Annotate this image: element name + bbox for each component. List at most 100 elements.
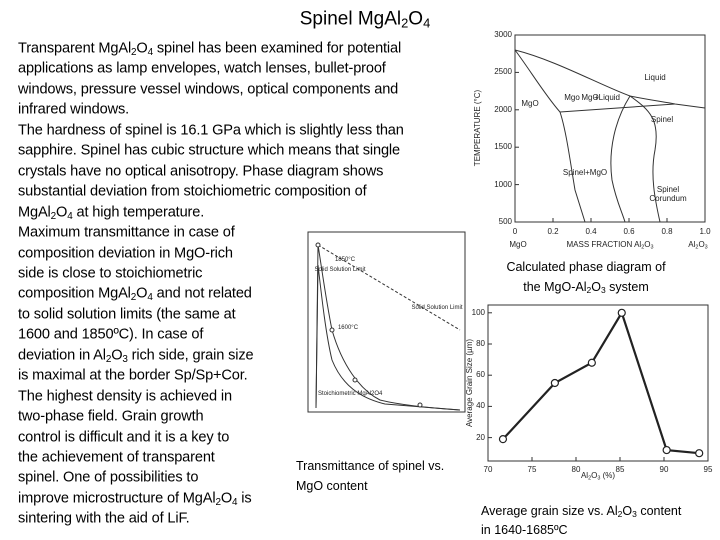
x-tick-label: 70 (483, 465, 493, 474)
y-tick-label: 500 (498, 217, 512, 226)
text-run: The highest density is achieved in (18, 388, 232, 405)
text-run: windows, pressure vessel windows, optica… (18, 81, 399, 98)
x-tick-label: 1.0 (699, 227, 711, 236)
region-label: Liquid (644, 73, 666, 82)
subscript: 2 (105, 353, 112, 365)
text-run: composition deviation in MgO-rich (18, 245, 233, 262)
x-tick-label: 75 (527, 465, 537, 474)
text-run: two-phase field. Grain growth (18, 408, 204, 425)
text-run: Calculated phase diagram of (506, 259, 666, 274)
text-run: The hardness of spinel is 16.1 GPa which… (18, 122, 404, 139)
subscript: 4 (67, 210, 73, 222)
point (352, 377, 358, 383)
text-run: the achievement of transparent (18, 449, 215, 466)
grain-frame (487, 304, 709, 462)
body-line: Maximum transmittance in case of (18, 224, 235, 241)
plot-label: Solid Solution Limit (314, 267, 366, 273)
region-label: Spinel (656, 185, 680, 194)
text-run: spinel. One of possibilities to (18, 470, 199, 487)
text-run: MgAl (18, 204, 51, 221)
subscript: 2 (131, 47, 137, 59)
x-tick-label: 85 (615, 465, 625, 474)
region-label: MgO (521, 99, 539, 108)
body-line: two-phase field. Grain growth (18, 408, 204, 425)
text-run: rich side, grain size (127, 347, 254, 364)
text-run: and not related (152, 286, 252, 303)
subscript: 2 (695, 244, 699, 251)
curve-1600 (315, 264, 461, 411)
text-run: Spinel MgAl (299, 8, 402, 30)
text-run: is (237, 490, 252, 507)
curve-1850 (315, 244, 461, 411)
text-run: Al (688, 240, 696, 249)
plot-label: Solid Solution Limit (411, 305, 463, 311)
text-run: Average grain size vs. Al (481, 503, 618, 518)
caption: Transmittance of spinel vs. (296, 460, 444, 473)
region-label: Spinel (650, 115, 674, 124)
subscript: 4 (147, 47, 154, 59)
text-run: O (136, 40, 148, 57)
text-run: Maximum transmittance in case of (18, 224, 235, 241)
y-tick-label: 20 (476, 432, 485, 442)
body-line: infrared windows. (18, 103, 129, 118)
body-line: applications as lamp envelopes, watch le… (18, 62, 386, 77)
eutectic-line (559, 103, 676, 113)
x-tick-label: 0.4 (585, 227, 597, 236)
y-axis-label: TEMPERATURE (°C) (473, 89, 482, 167)
body-line: The highest density is achieved in (18, 389, 232, 404)
plot-label: 1850°C (334, 257, 356, 263)
point (662, 445, 671, 455)
text-run: Transparent MgAl (18, 40, 132, 57)
subscript: 2 (130, 292, 137, 304)
region-label: Mgo (564, 93, 580, 102)
subscript: 4 (423, 15, 431, 31)
body-line: to solid solution limits (the same at (18, 307, 236, 323)
x-axis-label: Al2O3 (%) (581, 472, 615, 482)
region-label: Corundum (649, 194, 687, 203)
y-tick-label: 1000 (494, 179, 512, 189)
x-tick-label: 80 (571, 465, 581, 474)
point (329, 327, 335, 333)
text-run: the MgO-Al (523, 279, 587, 294)
text-run: system (605, 279, 649, 294)
x-tick-label: 0 (512, 227, 518, 236)
y-tick-label: 80 (476, 339, 485, 348)
caption: Average grain size vs. Al2O3 content (481, 503, 682, 519)
subscript: 3 (122, 353, 128, 365)
caption: MgO content (296, 480, 368, 493)
text-run: substantial deviation from stoichiometri… (18, 183, 367, 200)
text-run: side is close to stoichiometric (18, 265, 203, 282)
text-run: sintering with the aid of LiF. (18, 511, 190, 528)
subscript: 2 (641, 244, 645, 251)
text-run: MgO content (296, 478, 368, 493)
text-run: crystals have no optical anisotropy. Pha… (18, 163, 384, 180)
liquidus (514, 49, 706, 109)
body-line: sapphire. Spinel has cubic structure whi… (18, 144, 400, 159)
subscript: 2 (617, 508, 623, 519)
plot-label: Stoichiometric MgAl2O4 (318, 391, 383, 397)
y-tick-label: 2000 (494, 104, 512, 114)
body-line: windows, pressure vessel windows, optica… (18, 81, 399, 98)
y-tick-label: 2500 (494, 67, 512, 77)
body-line: the achievement of transparent (18, 449, 215, 466)
body-line: sintering with the aid of LiF. (18, 512, 190, 527)
x-tick-label: 0.8 (661, 227, 673, 236)
body-line: spinel. One of possibilities to (18, 471, 198, 486)
x-tick-label: 95 (703, 465, 713, 474)
text-run: content (636, 503, 682, 518)
axis-end-label: Al2O3 (688, 240, 707, 251)
text-run: infrared windows. (18, 102, 130, 119)
text-run: O (111, 347, 123, 364)
subscript: 4 (232, 497, 238, 509)
y-tick-label: 3000 (494, 30, 512, 39)
text-run: O (644, 240, 651, 249)
text-run: O (622, 503, 633, 518)
body-line: is maximal at the border Sp/Sp+Cor. (18, 369, 248, 384)
subscript: 2 (401, 15, 409, 31)
subscript: 2 (215, 497, 221, 509)
body-line: crystals have no optical anisotropy. Pha… (18, 164, 383, 179)
x-axis-label: MASS FRACTION Al2O3 (567, 240, 654, 251)
y-tick-label: 40 (476, 401, 485, 411)
text-run: O (56, 204, 68, 221)
text-run: improve microstructure of MgAl (18, 490, 216, 507)
